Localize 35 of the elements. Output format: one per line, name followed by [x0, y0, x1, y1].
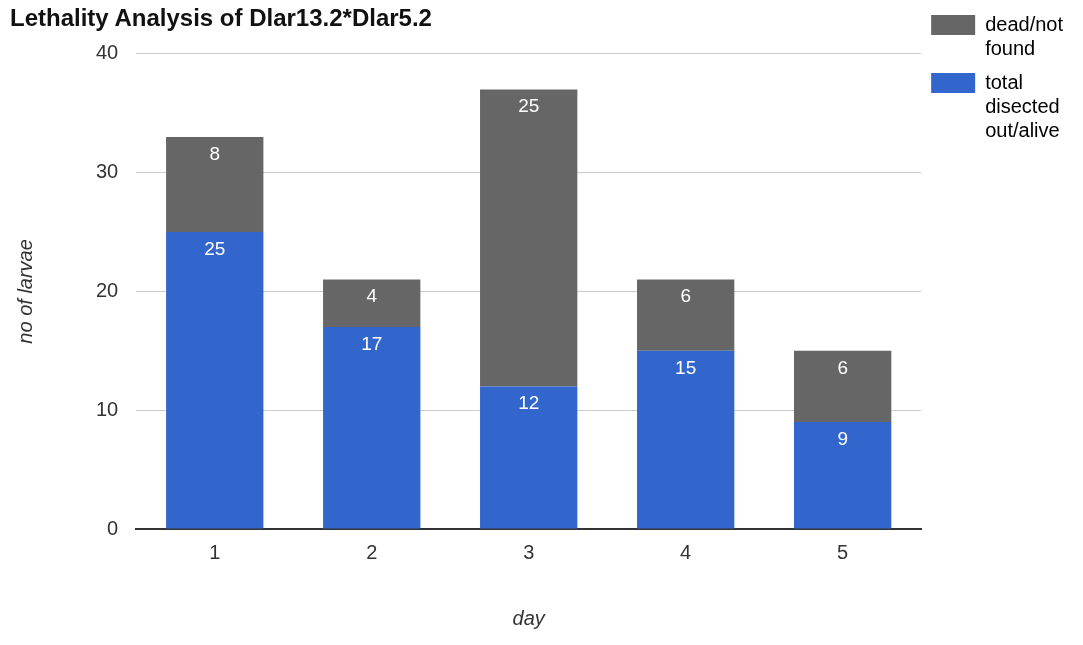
data-label: 15 [675, 356, 697, 378]
x-tick-label: 5 [837, 540, 849, 563]
data-label: 25 [518, 95, 540, 117]
chart-title: Lethality Analysis of Dlar13.2*Dlar5.2 [10, 4, 432, 32]
bar [166, 232, 264, 529]
y-tick-label: 0 [107, 516, 119, 539]
bar [637, 279, 735, 351]
data-label: 4 [366, 285, 378, 307]
bar [323, 327, 421, 529]
x-tick-label: 4 [680, 540, 692, 563]
bar [323, 279, 421, 328]
bar [637, 350, 735, 529]
data-label: 8 [209, 142, 221, 164]
bar [793, 422, 892, 529]
data-label: 12 [518, 392, 540, 414]
data-label: 9 [837, 427, 848, 449]
y-axis-title: no of larvae [13, 239, 36, 344]
data-label: 25 [204, 237, 226, 259]
x-tick-label: 2 [366, 540, 378, 563]
y-tick-label: 10 [96, 397, 119, 420]
x-axis-title: day [512, 606, 546, 629]
legend-label: dead/not found [985, 12, 1064, 59]
bar [793, 350, 892, 423]
bar [480, 386, 578, 529]
legend-label: total disected out/alive [985, 70, 1060, 141]
y-tick-label: 40 [96, 41, 119, 64]
data-label: 17 [361, 332, 383, 354]
y-tick-label: 20 [96, 278, 119, 301]
y-tick-label: 30 [96, 160, 119, 183]
bar [166, 136, 264, 232]
x-tick-label: 1 [209, 540, 221, 563]
bar [480, 89, 578, 387]
data-label: 6 [837, 356, 848, 378]
x-tick-label: 3 [523, 540, 535, 563]
data-label: 6 [680, 285, 691, 307]
